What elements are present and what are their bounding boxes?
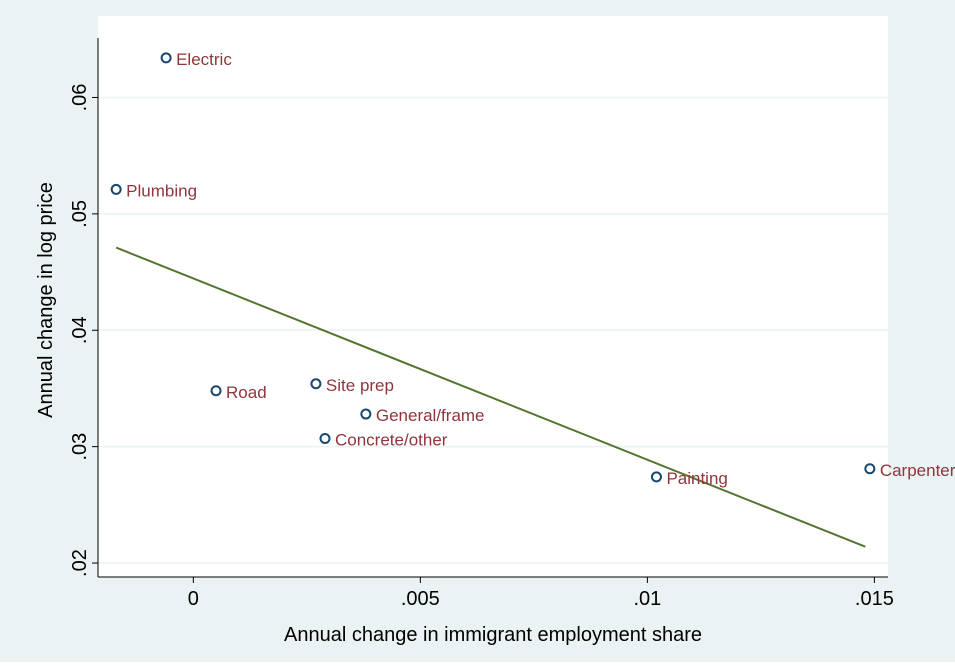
data-point [319, 432, 331, 444]
y-tick-label: .06 [69, 84, 91, 112]
data-point [310, 378, 322, 390]
data-point [160, 52, 172, 64]
data-point-label: Electric [176, 50, 232, 69]
x-tick-label: .015 [855, 588, 894, 610]
y-tick-label: .05 [69, 200, 91, 228]
data-point-label: Concrete/other [335, 430, 448, 449]
gridlines [98, 96, 888, 564]
x-axis-title: Annual change in immigrant employment sh… [284, 624, 702, 646]
data-point-label: Plumbing [126, 181, 197, 200]
data-point [110, 183, 122, 195]
data-point-label: Site prep [326, 376, 394, 395]
data-point [360, 408, 372, 420]
fit-line [115, 246, 866, 548]
axis-ticks: .02 .03 .04 .05 .06 0 .005 .01 .015 [69, 84, 894, 610]
plot-area [98, 16, 888, 577]
x-tick-label: .01 [633, 588, 661, 610]
y-axis-title: Annual change in log price [35, 182, 57, 418]
fit-line-group [115, 246, 866, 548]
data-point-label: General/frame [376, 406, 485, 425]
data-point [864, 463, 876, 475]
data-point-label: Painting [666, 469, 727, 488]
data-point-label: Road [226, 383, 267, 402]
data-points: Electric Plumbing Road Site prep General/fra… [110, 50, 955, 488]
y-tick-label: .03 [69, 433, 91, 461]
data-point [650, 471, 662, 483]
data-point [210, 385, 222, 397]
data-point-label: Carpenter [880, 461, 955, 480]
y-tick-label: .04 [69, 316, 91, 344]
x-tick-label: .005 [401, 588, 440, 610]
y-tick-label: .02 [69, 549, 91, 577]
x-tick-label: 0 [188, 588, 199, 610]
